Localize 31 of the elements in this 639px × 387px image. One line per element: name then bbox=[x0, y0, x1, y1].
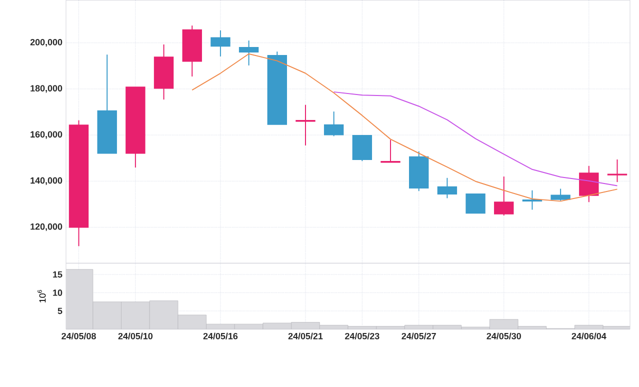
y-axis-title: 10$^{6}$ bbox=[38, 290, 46, 302]
candlestick bbox=[522, 190, 542, 210]
candlestick bbox=[210, 30, 230, 57]
x-tick-label: 24/05/16 bbox=[203, 332, 238, 340]
candlestick bbox=[296, 104, 316, 146]
candlestick bbox=[494, 176, 514, 216]
y-tick-label: 120,000 bbox=[30, 223, 62, 231]
y-tick-label: 200,000 bbox=[30, 38, 62, 47]
candlestick bbox=[238, 40, 259, 66]
candlestick bbox=[324, 110, 344, 137]
x-tick-label: 24/05/08 bbox=[62, 332, 96, 340]
y-tick-label: 160,000 bbox=[30, 131, 62, 139]
y-tick-label: 10 bbox=[53, 289, 62, 296]
y-tick-label: 5 bbox=[58, 308, 62, 314]
candlestick bbox=[607, 158, 628, 182]
candlestick bbox=[550, 188, 570, 202]
candlestick bbox=[380, 139, 400, 163]
candlestick bbox=[579, 165, 599, 203]
x-tick-label: 24/05/27 bbox=[402, 332, 436, 340]
x-tick-label: 24/05/10 bbox=[118, 332, 153, 340]
y-tick-label: 140,000 bbox=[30, 177, 62, 185]
y-tick-label: 15 bbox=[53, 271, 62, 278]
x-tick-label: 24/05/30 bbox=[486, 332, 521, 340]
x-tick-label: 24/05/21 bbox=[288, 332, 323, 340]
x-tick-label: 24/05/23 bbox=[345, 332, 380, 340]
candlestick bbox=[437, 177, 458, 199]
y-tick-label: 180,000 bbox=[30, 85, 62, 93]
line-series bbox=[192, 53, 618, 202]
candlestick bbox=[352, 134, 372, 162]
x-tick-label: 24/06/04 bbox=[572, 332, 606, 340]
candlestick bbox=[466, 193, 486, 214]
